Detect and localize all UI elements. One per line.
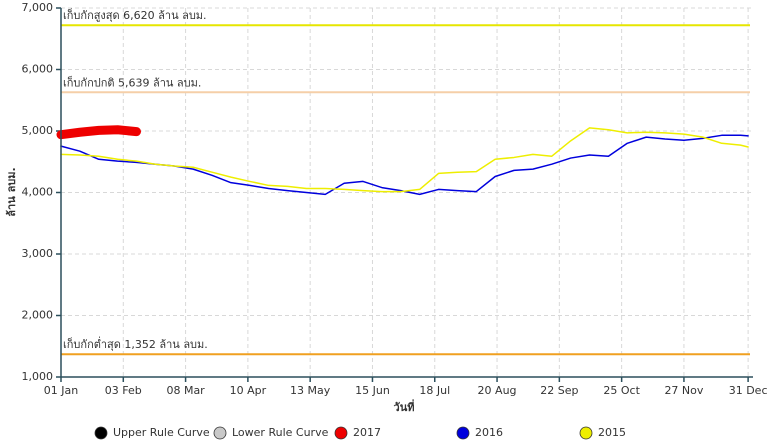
x-tick-label: 20 Aug [478,384,517,397]
y-tick-label: 4,000 [22,186,54,199]
legend-marker [579,426,593,440]
x-tick-label: 27 Nov [664,384,703,397]
y-tick-label: 5,000 [22,124,54,137]
reference-label: เก็บกักต่ำสุด 1,352 ล้าน ลบม. [63,336,208,351]
reference-label: เก็บกักสูงสุด 6,620 ล้าน ลบม. [63,8,207,22]
y-axis-label: ล้าน ลบม. [5,167,18,216]
x-tick-label: 18 Jul [419,384,450,397]
legend-label: Upper Rule Curve [113,426,210,439]
series-line [60,127,749,193]
series-line [56,125,142,140]
legend-marker [334,426,348,440]
y-tick-label: 3,000 [22,247,54,260]
legend-marker [213,426,227,440]
x-tick-label: 25 Oct [603,384,640,397]
legend-label: 2016 [475,426,503,439]
legend-marker [94,426,108,440]
x-tick-label: 31 Dec [729,384,768,397]
legend-label: 2017 [353,426,381,439]
legend-marker [456,426,470,440]
x-tick-label: 15 Jun [355,384,390,397]
x-tick-label: 22 Sep [540,384,578,397]
y-tick-label: 2,000 [22,309,54,322]
y-tick-label: 6,000 [22,63,54,76]
x-tick-label: 13 May [290,384,331,397]
x-tick-label: 08 Mar [166,384,205,397]
x-tick-label: 03 Feb [105,384,142,397]
x-tick-label: 10 Apr [230,384,267,397]
x-tick-label: 01 Jan [44,384,78,397]
y-tick-label: 1,000 [22,370,54,383]
y-tick-label: 7,000 [22,1,54,14]
legend-label: 2015 [598,426,626,439]
x-axis-label: วันที่ [394,399,415,414]
reference-label: เก็บกักปกติ 5,639 ล้าน ลบม. [63,75,201,89]
legend-label: Lower Rule Curve [232,426,329,439]
